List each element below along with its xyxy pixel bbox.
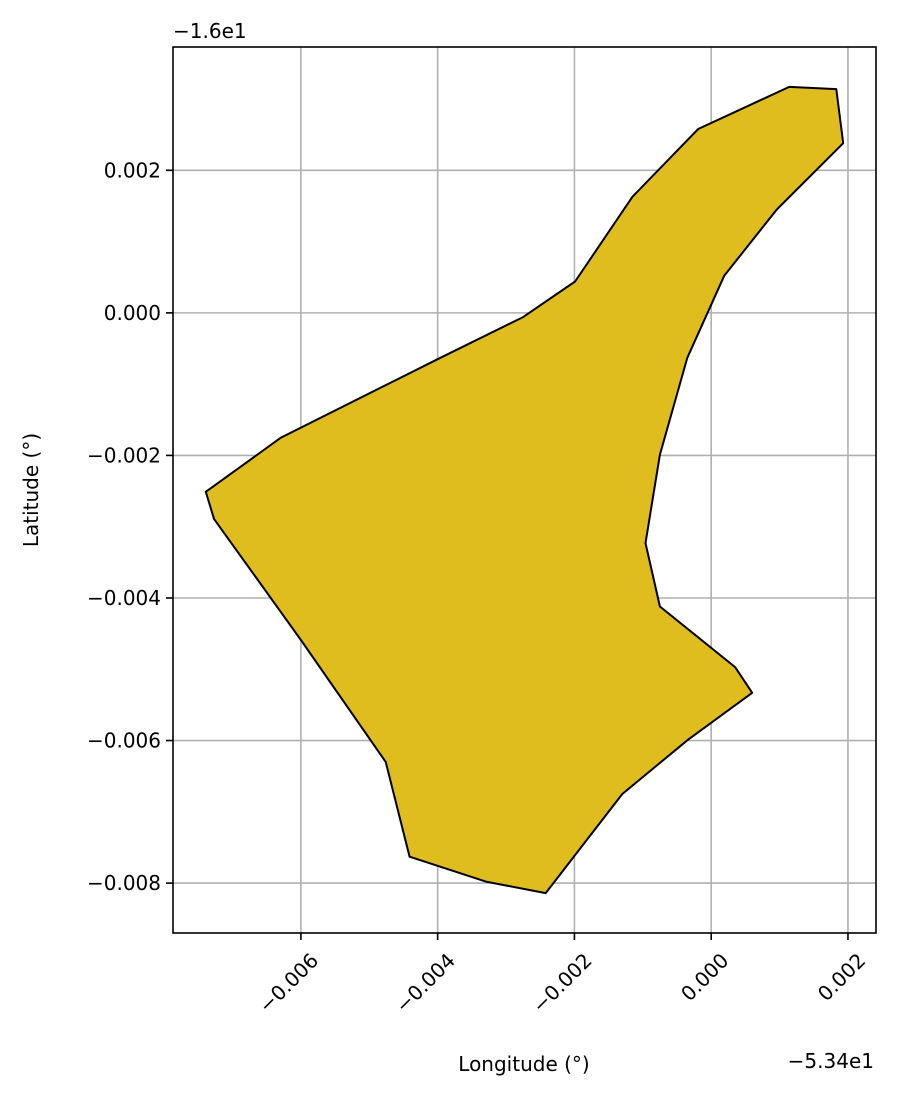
x-tick-label: −0.004: [391, 948, 460, 1017]
y-tick-label: 0.000: [104, 301, 161, 325]
x-tick-label: −0.006: [254, 948, 323, 1017]
y-tick-label: −0.008: [87, 871, 161, 895]
y-tick-label: −0.006: [87, 729, 161, 753]
x-tick-label: −0.002: [527, 948, 596, 1017]
x-tick-label: 0.000: [676, 948, 733, 1005]
x-axis-label: Longitude (°): [458, 1052, 589, 1076]
y-axis-label: Latitude (°): [19, 433, 43, 547]
y-tick-label: 0.002: [104, 158, 161, 182]
plot-frame: [172, 46, 877, 934]
polygon: [204, 85, 845, 895]
y-tick-label: −0.004: [87, 586, 161, 610]
y-tick-label: −0.002: [87, 443, 161, 467]
x-offset-label: −5.34e1: [788, 1049, 874, 1073]
y-offset-label: −1.6e1: [173, 19, 247, 43]
x-tick-label: 0.002: [813, 948, 870, 1005]
